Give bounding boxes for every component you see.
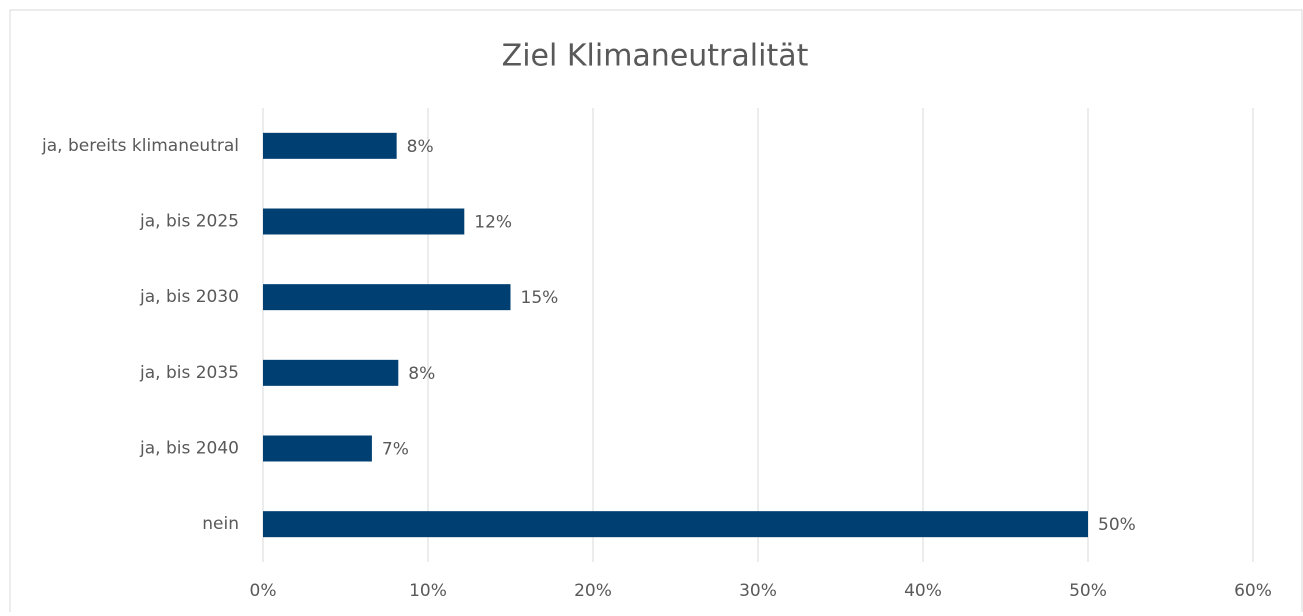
- value-label: 50%: [1098, 515, 1136, 535]
- chart-title: Ziel Klimaneutralität: [502, 39, 809, 74]
- y-tick-label: ja, bis 2025: [139, 212, 239, 232]
- x-tick-label: 40%: [904, 581, 942, 601]
- x-tick-label: 20%: [574, 581, 612, 601]
- bar: [263, 359, 399, 386]
- value-label: 15%: [521, 288, 559, 308]
- bar: [263, 284, 511, 311]
- bar: [263, 435, 372, 462]
- y-tick-label: ja, bis 2040: [139, 439, 239, 459]
- value-label: 8%: [407, 137, 434, 157]
- x-tick-label: 10%: [409, 581, 447, 601]
- y-tick-label: ja, bis 2035: [139, 363, 239, 383]
- bar: [263, 208, 465, 235]
- x-tick-label: 50%: [1069, 581, 1107, 601]
- value-label: 12%: [474, 213, 512, 233]
- value-label: 8%: [408, 364, 435, 384]
- y-tick-label: nein: [202, 514, 239, 534]
- y-tick-label: ja, bereits klimaneutral: [41, 136, 239, 156]
- x-tick-label: 30%: [739, 581, 777, 601]
- value-label: 7%: [382, 440, 409, 460]
- bar: [263, 132, 397, 159]
- bar: [263, 511, 1088, 538]
- x-tick-label: 60%: [1234, 581, 1272, 601]
- x-tick-label: 0%: [250, 581, 277, 601]
- y-tick-label: ja, bis 2030: [139, 287, 239, 307]
